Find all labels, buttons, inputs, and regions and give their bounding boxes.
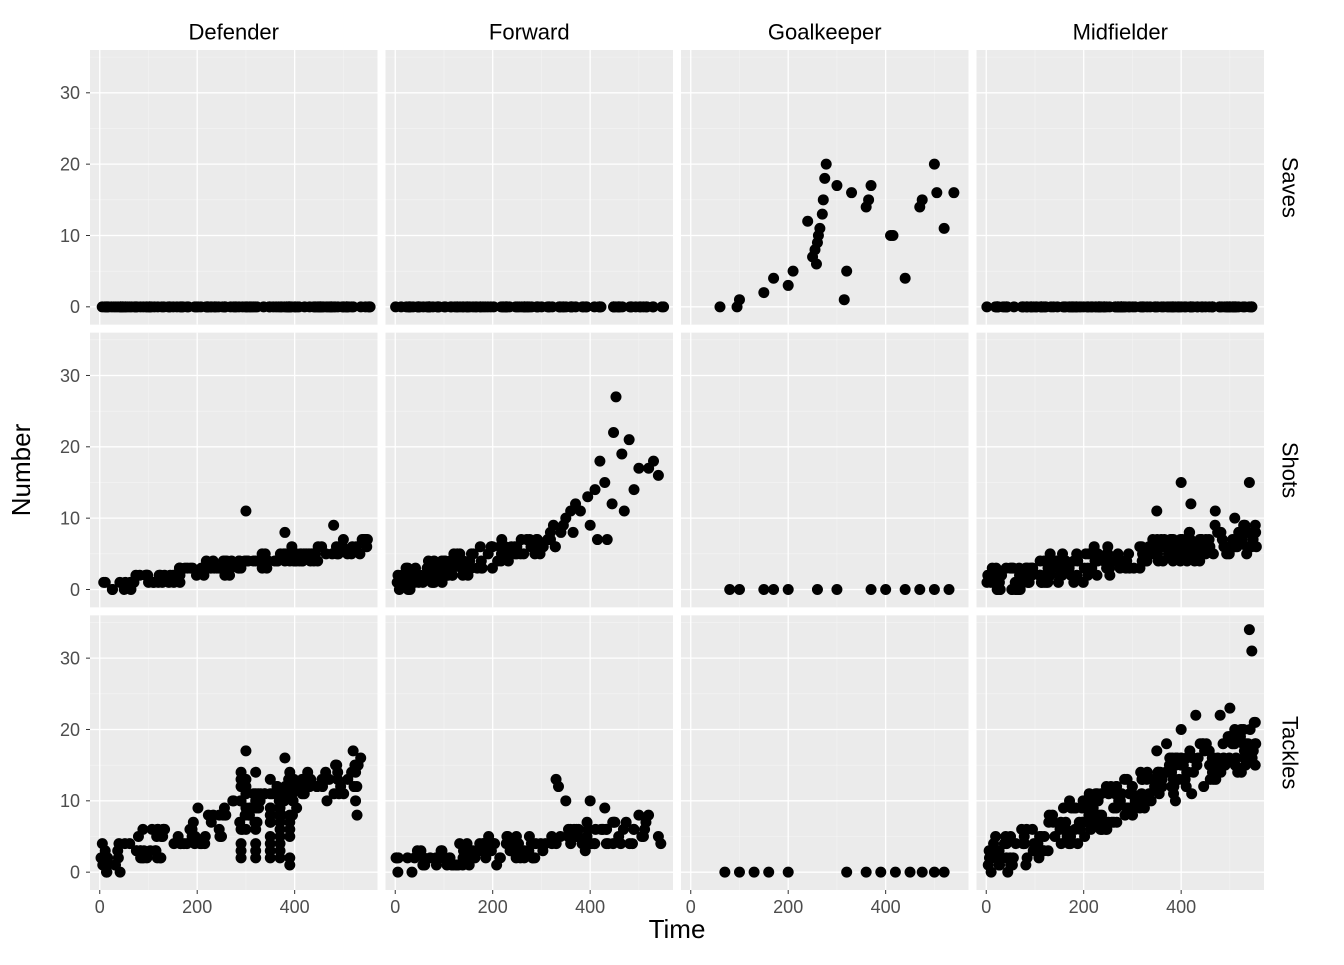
facet-row-label: Shots bbox=[1278, 442, 1303, 498]
panel bbox=[386, 50, 674, 325]
x-tick-label: 400 bbox=[871, 897, 901, 917]
facet-col-label: Defender bbox=[188, 20, 279, 45]
panel: 0200400 bbox=[681, 615, 969, 917]
panel bbox=[977, 333, 1265, 608]
facet-row-label: Tackles bbox=[1278, 716, 1303, 789]
facet-row-label: Saves bbox=[1278, 157, 1303, 218]
x-tick-label: 0 bbox=[95, 897, 105, 917]
facet-col-label: Forward bbox=[489, 20, 570, 45]
panel bbox=[681, 333, 969, 608]
facet-col-label: Midfielder bbox=[1073, 20, 1168, 45]
facet-col-label: Goalkeeper bbox=[768, 20, 882, 45]
y-tick-label: 20 bbox=[60, 720, 80, 740]
y-tick-label: 30 bbox=[60, 648, 80, 668]
panel: 0 200 400 0 10 20 30 bbox=[60, 615, 378, 917]
y-tick-label: 0 bbox=[70, 580, 80, 600]
panel: 0 200 400 bbox=[977, 615, 1265, 917]
panel bbox=[977, 50, 1265, 325]
y-tick-label: 0 bbox=[70, 862, 80, 882]
x-tick-label: 200 bbox=[478, 897, 508, 917]
panel bbox=[681, 50, 969, 325]
panel: 0 10 20 30 bbox=[60, 333, 378, 608]
panel bbox=[386, 333, 674, 608]
y-tick-label: 30 bbox=[60, 366, 80, 386]
x-tick-label: 200 bbox=[182, 897, 212, 917]
y-tick-label: 10 bbox=[60, 226, 80, 246]
x-tick-label: 400 bbox=[280, 897, 310, 917]
x-tick-label: 200 bbox=[773, 897, 803, 917]
panel: 0 200 400 bbox=[386, 615, 674, 917]
panel: 0 10 20 30 bbox=[60, 50, 378, 325]
y-tick-label: 10 bbox=[60, 508, 80, 528]
facet-grid-chart: Defender Forward Goalkeeper Midfielder Saves… bbox=[0, 0, 1344, 960]
x-tick-label: 200 bbox=[1069, 897, 1099, 917]
x-axis-title: Time bbox=[649, 914, 706, 944]
x-tick-label: 0 bbox=[981, 897, 991, 917]
y-tick-label: 0 bbox=[70, 297, 80, 317]
x-tick-label: 400 bbox=[1166, 897, 1196, 917]
points bbox=[97, 301, 376, 312]
x-tick-label: 400 bbox=[575, 897, 605, 917]
x-tick-label: 0 bbox=[390, 897, 400, 917]
y-tick-label: 20 bbox=[60, 154, 80, 174]
points bbox=[390, 301, 669, 312]
y-tick-label: 10 bbox=[60, 791, 80, 811]
y-tick-label: 30 bbox=[60, 83, 80, 103]
y-axis-title: Number bbox=[6, 423, 36, 516]
y-tick-label: 20 bbox=[60, 437, 80, 457]
points bbox=[981, 301, 1257, 312]
